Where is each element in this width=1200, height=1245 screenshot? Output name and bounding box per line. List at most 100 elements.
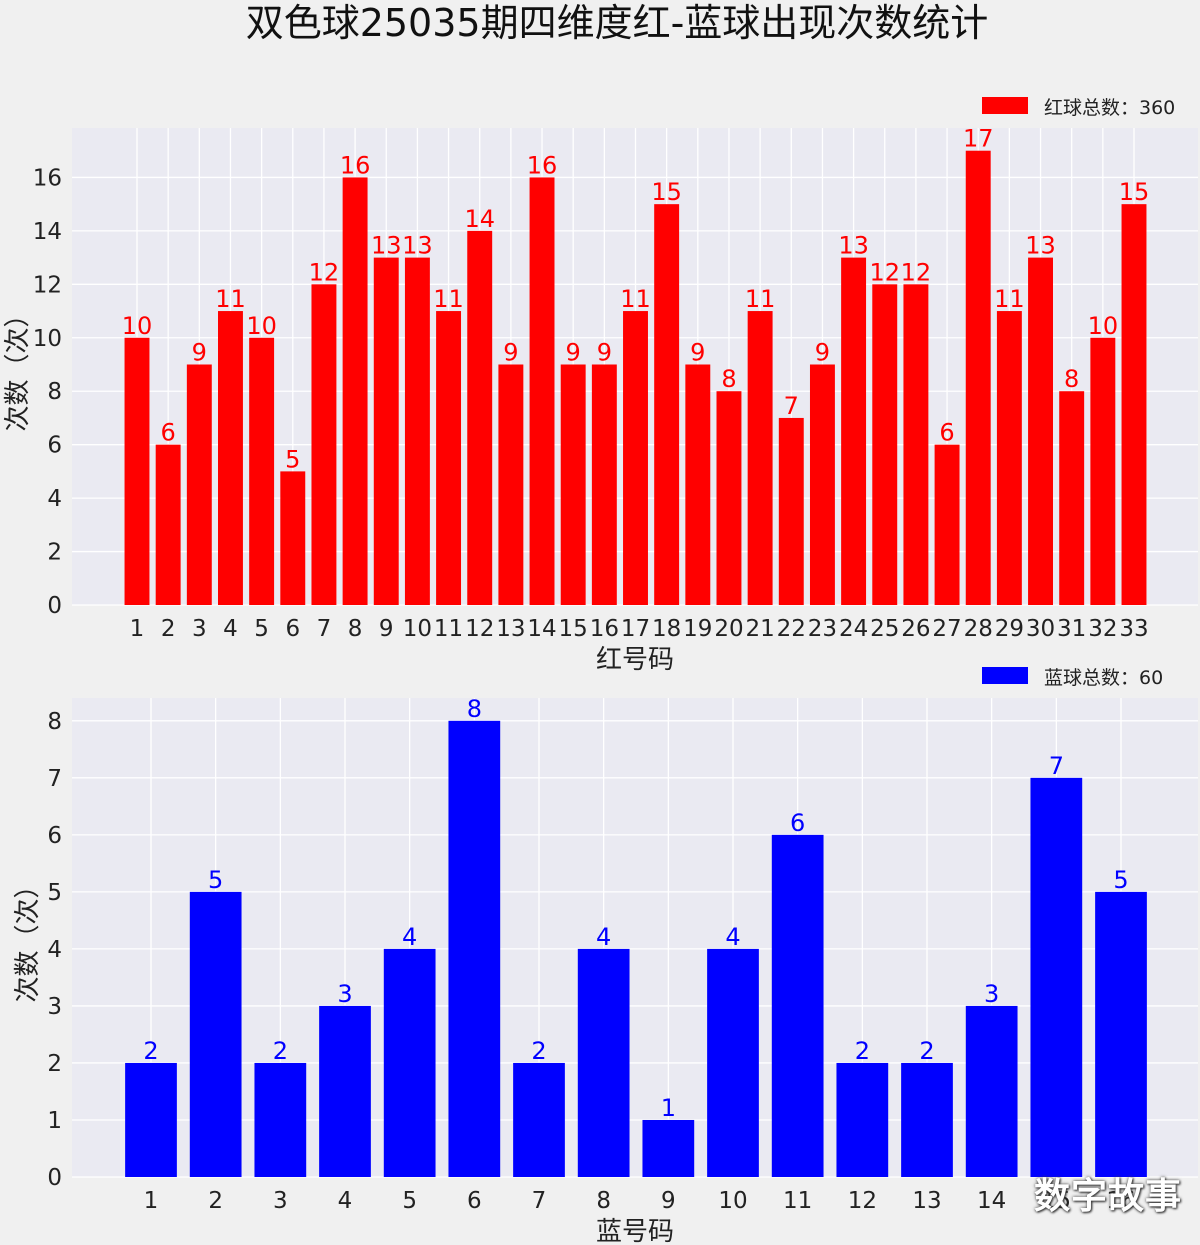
- bar-value-label: 6: [939, 419, 954, 447]
- x-tick-label: 10: [718, 1188, 747, 1214]
- x-tick-label: 2: [208, 1188, 223, 1214]
- bar: [654, 204, 680, 605]
- x-tick-label: 8: [348, 616, 363, 642]
- bar-value-label: 13: [838, 232, 869, 260]
- bar: [249, 337, 275, 605]
- bar-value-label: 12: [869, 258, 900, 286]
- x-tick-label: 20: [714, 616, 743, 642]
- x-tick-label: 12: [848, 1188, 877, 1214]
- bar-value-label: 10: [1088, 312, 1119, 340]
- x-tick-label: 5: [254, 616, 269, 642]
- bar-value-label: 9: [690, 338, 705, 366]
- bar: [872, 284, 898, 605]
- bar: [1059, 391, 1085, 605]
- y-tick-label: 4: [47, 486, 62, 512]
- legend-label: 红球总数：360: [1044, 97, 1175, 119]
- y-tick-label: 8: [47, 709, 62, 735]
- legend-swatch: [982, 97, 1028, 114]
- bar: [642, 1119, 695, 1177]
- bar-value-label: 13: [371, 232, 402, 260]
- bar-value-label: 9: [815, 338, 830, 366]
- legend: 蓝球总数：60: [982, 667, 1163, 689]
- bar: [901, 1062, 953, 1177]
- x-tick-label: 16: [1106, 1188, 1135, 1214]
- bar: [373, 257, 399, 605]
- watermark: 数字故事: [1033, 1176, 1182, 1217]
- x-tick-label: 9: [379, 616, 394, 642]
- bar: [254, 1062, 307, 1177]
- x-tick-label: 11: [783, 1188, 812, 1214]
- bar: [218, 311, 243, 605]
- bar-value-label: 1: [661, 1094, 676, 1122]
- x-tick-label: 25: [870, 616, 899, 642]
- x-tick-label: 27: [932, 616, 961, 642]
- bar-value-label: 2: [143, 1037, 158, 1065]
- bar: [996, 311, 1022, 605]
- bar: [186, 364, 212, 605]
- bar: [809, 364, 835, 605]
- y-tick-label: 6: [47, 433, 62, 459]
- x-tick-label: 7: [532, 1188, 547, 1214]
- x-tick-label: 7: [317, 616, 332, 642]
- bar-value-label: 11: [215, 285, 246, 313]
- bar: [189, 891, 242, 1177]
- bar: [1028, 257, 1053, 605]
- y-tick-label: 1: [47, 1108, 62, 1134]
- x-tick-label: 11: [434, 616, 463, 642]
- y-tick-label: 8: [47, 379, 62, 405]
- x-tick-label: 13: [912, 1188, 941, 1214]
- x-tick-label: 15: [1042, 1188, 1071, 1214]
- bar-value-label: 13: [1025, 232, 1056, 260]
- x-tick-label: 30: [1026, 616, 1055, 642]
- bar: [280, 471, 306, 605]
- x-tick-label: 32: [1088, 616, 1117, 642]
- bar: [707, 948, 759, 1177]
- bar-value-label: 3: [337, 980, 352, 1008]
- bar-value-label: 16: [527, 151, 558, 179]
- bar: [934, 444, 960, 605]
- y-tick-label: 14: [33, 219, 62, 245]
- x-tick-label: 6: [467, 1188, 482, 1214]
- bar: [747, 311, 773, 605]
- x-tick-label: 21: [745, 616, 774, 642]
- x-axis-label: 红号码: [596, 645, 674, 675]
- bar: [311, 284, 337, 605]
- bar-value-label: 12: [901, 258, 932, 286]
- x-tick-label: 6: [285, 616, 300, 642]
- bar-value-label: 12: [309, 258, 340, 286]
- legend-swatch: [982, 667, 1028, 684]
- x-tick-label: 28: [964, 616, 993, 642]
- bar-value-label: 11: [433, 285, 464, 313]
- bar: [836, 1062, 889, 1177]
- bar-value-label: 4: [402, 923, 417, 951]
- bar-value-label: 17: [963, 125, 994, 153]
- bar: [1090, 337, 1116, 605]
- legend: 红球总数：360: [982, 97, 1175, 119]
- x-tick-label: 4: [223, 616, 238, 642]
- bar: [771, 834, 824, 1177]
- blue-ball-chart: 2152233445862748194106112122133147155160…: [13, 667, 1198, 1245]
- y-tick-label: 0: [47, 1165, 62, 1191]
- bar: [1030, 777, 1083, 1177]
- x-tick-label: 24: [839, 616, 868, 642]
- bar-value-label: 5: [1113, 866, 1128, 894]
- y-tick-label: 16: [33, 165, 62, 191]
- bar-value-label: 8: [467, 695, 482, 723]
- bar-value-label: 14: [464, 205, 495, 233]
- x-tick-label: 14: [527, 616, 556, 642]
- y-tick-label: 0: [47, 593, 62, 619]
- bar: [685, 364, 711, 605]
- y-tick-label: 5: [47, 880, 62, 906]
- x-tick-label: 1: [130, 616, 145, 642]
- bar: [577, 948, 630, 1177]
- x-tick-label: 19: [683, 616, 712, 642]
- bar: [1121, 204, 1147, 605]
- bar: [383, 948, 436, 1177]
- bar-value-label: 2: [531, 1037, 546, 1065]
- bar-value-label: 11: [620, 285, 651, 313]
- bar: [319, 1005, 371, 1177]
- bar: [965, 1005, 1018, 1177]
- bar: [716, 391, 742, 605]
- x-tick-label: 31: [1057, 616, 1086, 642]
